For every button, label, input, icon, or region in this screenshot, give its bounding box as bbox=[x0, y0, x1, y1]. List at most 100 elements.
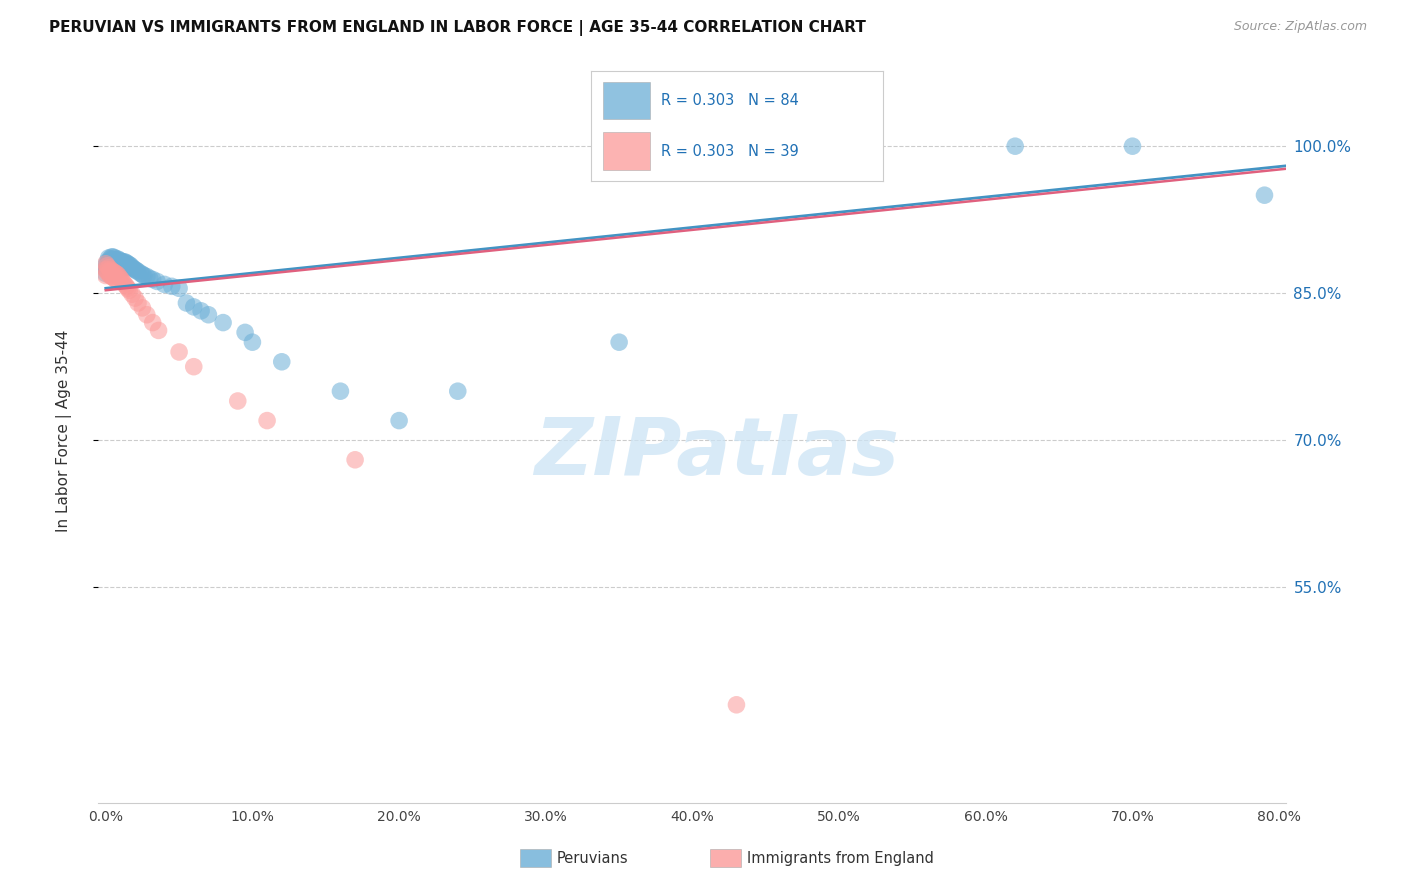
Point bbox=[148, 323, 170, 337]
Point bbox=[98, 262, 121, 277]
Point bbox=[107, 263, 129, 277]
Point bbox=[135, 269, 157, 284]
Point bbox=[197, 308, 219, 322]
Point bbox=[447, 384, 470, 399]
Point bbox=[121, 287, 143, 301]
Point bbox=[105, 260, 128, 274]
Point bbox=[233, 326, 256, 340]
Text: ZIPatlas: ZIPatlas bbox=[534, 414, 898, 491]
Text: Source: ZipAtlas.com: Source: ZipAtlas.com bbox=[1233, 20, 1367, 33]
Point bbox=[725, 698, 748, 712]
Point bbox=[110, 271, 132, 285]
Point bbox=[101, 265, 124, 279]
Point bbox=[101, 256, 124, 270]
Point bbox=[103, 266, 125, 280]
Point bbox=[117, 281, 139, 295]
Point bbox=[146, 275, 169, 289]
Point bbox=[111, 259, 134, 273]
Point bbox=[329, 384, 352, 399]
Point bbox=[127, 296, 149, 310]
Point bbox=[101, 270, 124, 285]
Point bbox=[94, 268, 117, 283]
Y-axis label: In Labor Force | Age 35-44: In Labor Force | Age 35-44 bbox=[56, 329, 72, 532]
Point bbox=[112, 259, 135, 273]
Point bbox=[142, 316, 165, 330]
Point bbox=[96, 259, 118, 273]
Point bbox=[111, 255, 134, 269]
Point bbox=[139, 271, 162, 285]
Point bbox=[135, 308, 157, 322]
Point bbox=[167, 345, 190, 359]
Point bbox=[105, 267, 128, 281]
Point bbox=[100, 260, 122, 275]
Point bbox=[167, 281, 190, 295]
Point bbox=[122, 261, 145, 276]
Point bbox=[97, 251, 120, 265]
Point bbox=[97, 255, 120, 269]
Point bbox=[101, 250, 124, 264]
Point bbox=[100, 252, 122, 267]
Point bbox=[100, 263, 122, 277]
Point bbox=[103, 255, 125, 269]
Point bbox=[103, 259, 125, 273]
Point bbox=[118, 283, 141, 297]
Point bbox=[98, 262, 121, 277]
Point bbox=[98, 255, 121, 269]
Point bbox=[111, 273, 134, 287]
Point bbox=[115, 256, 138, 270]
Point bbox=[114, 260, 136, 274]
Point bbox=[94, 259, 117, 273]
Point bbox=[103, 271, 125, 285]
Point bbox=[607, 335, 630, 350]
Point bbox=[190, 303, 212, 318]
Point bbox=[129, 267, 152, 281]
Point bbox=[121, 260, 143, 275]
Point bbox=[107, 252, 129, 266]
Point bbox=[105, 263, 128, 277]
Point bbox=[97, 263, 120, 277]
Point bbox=[107, 268, 129, 282]
Point bbox=[101, 267, 124, 281]
Point bbox=[160, 279, 183, 293]
Point bbox=[212, 316, 235, 330]
Point bbox=[103, 251, 125, 265]
Point bbox=[344, 452, 367, 467]
Point bbox=[1004, 139, 1026, 153]
Point bbox=[100, 269, 122, 284]
Point bbox=[107, 260, 129, 274]
Point bbox=[98, 259, 121, 273]
Point bbox=[101, 252, 124, 267]
Point bbox=[183, 300, 205, 314]
Point bbox=[242, 335, 264, 350]
Point bbox=[131, 268, 153, 282]
Point bbox=[94, 267, 117, 281]
Point bbox=[270, 355, 292, 369]
Point bbox=[105, 256, 128, 270]
Point bbox=[96, 255, 118, 269]
Point bbox=[105, 272, 128, 286]
Point bbox=[112, 276, 135, 290]
Point bbox=[183, 359, 205, 374]
Point bbox=[97, 267, 120, 281]
Point bbox=[110, 261, 132, 276]
Point bbox=[125, 263, 148, 277]
Point bbox=[153, 277, 176, 292]
Point bbox=[828, 139, 851, 153]
Point bbox=[101, 262, 124, 277]
Point bbox=[117, 257, 139, 271]
Point bbox=[96, 265, 118, 279]
Point bbox=[388, 414, 411, 428]
Point bbox=[98, 252, 121, 266]
Point bbox=[115, 279, 138, 293]
Point bbox=[142, 272, 165, 286]
Point bbox=[98, 268, 121, 283]
Point bbox=[114, 255, 136, 269]
Point bbox=[110, 253, 132, 268]
Point bbox=[110, 258, 132, 272]
Point bbox=[120, 259, 142, 273]
Point bbox=[100, 250, 122, 264]
Point bbox=[96, 260, 118, 275]
Text: Immigrants from England: Immigrants from England bbox=[747, 851, 934, 865]
Point bbox=[117, 260, 139, 275]
Point bbox=[112, 255, 135, 269]
